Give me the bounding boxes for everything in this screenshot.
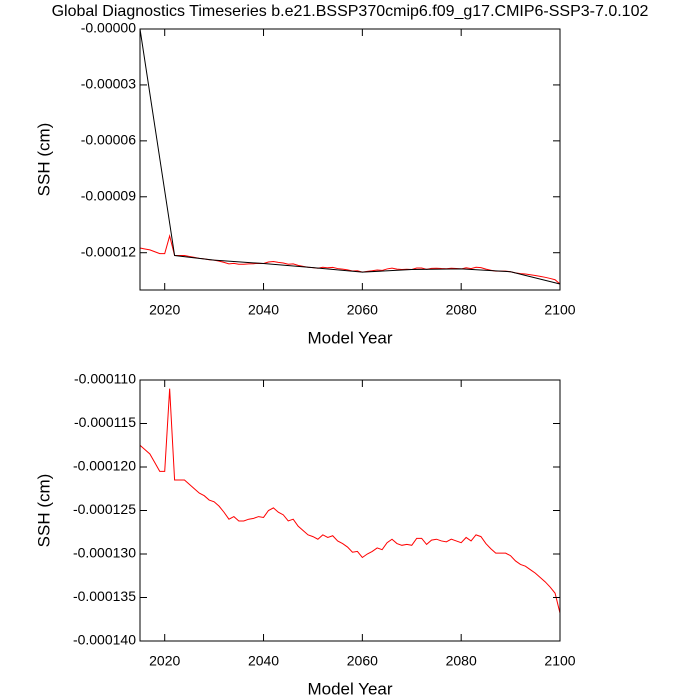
x-axis-label: Model Year [307,679,392,698]
series-line [139,388,561,614]
y-tick-label: -0.000120 [73,458,136,474]
y-tick-label: -0.000135 [73,588,136,604]
y-axis-label: SSH (cm) [34,123,53,197]
page-title: Global Diagnostics Timeseries b.e21.BSSP… [52,3,649,20]
y-tick-label: -0.00006 [81,132,136,148]
y-tick-label: -0.00012 [81,243,136,259]
y-tick-label: -0.000125 [73,501,136,517]
y-axis-label: SSH (cm) [34,474,53,548]
series-line [139,28,561,285]
x-tick-label: 2060 [347,302,378,318]
x-tick-label: 2100 [544,302,575,318]
y-tick-label: -0.00009 [81,187,136,203]
y-tick-label: -0.000140 [73,632,136,648]
x-axis-label: Model Year [307,328,392,347]
x-tick-label: 2080 [446,302,477,318]
x-tick-label: 2100 [544,653,575,669]
x-tick-label: 2040 [248,302,279,318]
y-tick-label: -0.000110 [74,371,136,387]
x-tick-label: 2040 [248,653,279,669]
y-tick-label: -0.000130 [73,545,136,561]
x-tick-label: 2060 [347,653,378,669]
plot-frame [139,28,561,291]
y-tick-label: -0.000115 [74,414,136,430]
y-tick-label: -0.00000 [81,20,136,36]
x-tick-label: 2080 [446,653,477,669]
x-tick-label: 2020 [149,302,180,318]
y-tick-label: -0.00003 [81,76,136,92]
x-tick-label: 2020 [149,653,180,669]
